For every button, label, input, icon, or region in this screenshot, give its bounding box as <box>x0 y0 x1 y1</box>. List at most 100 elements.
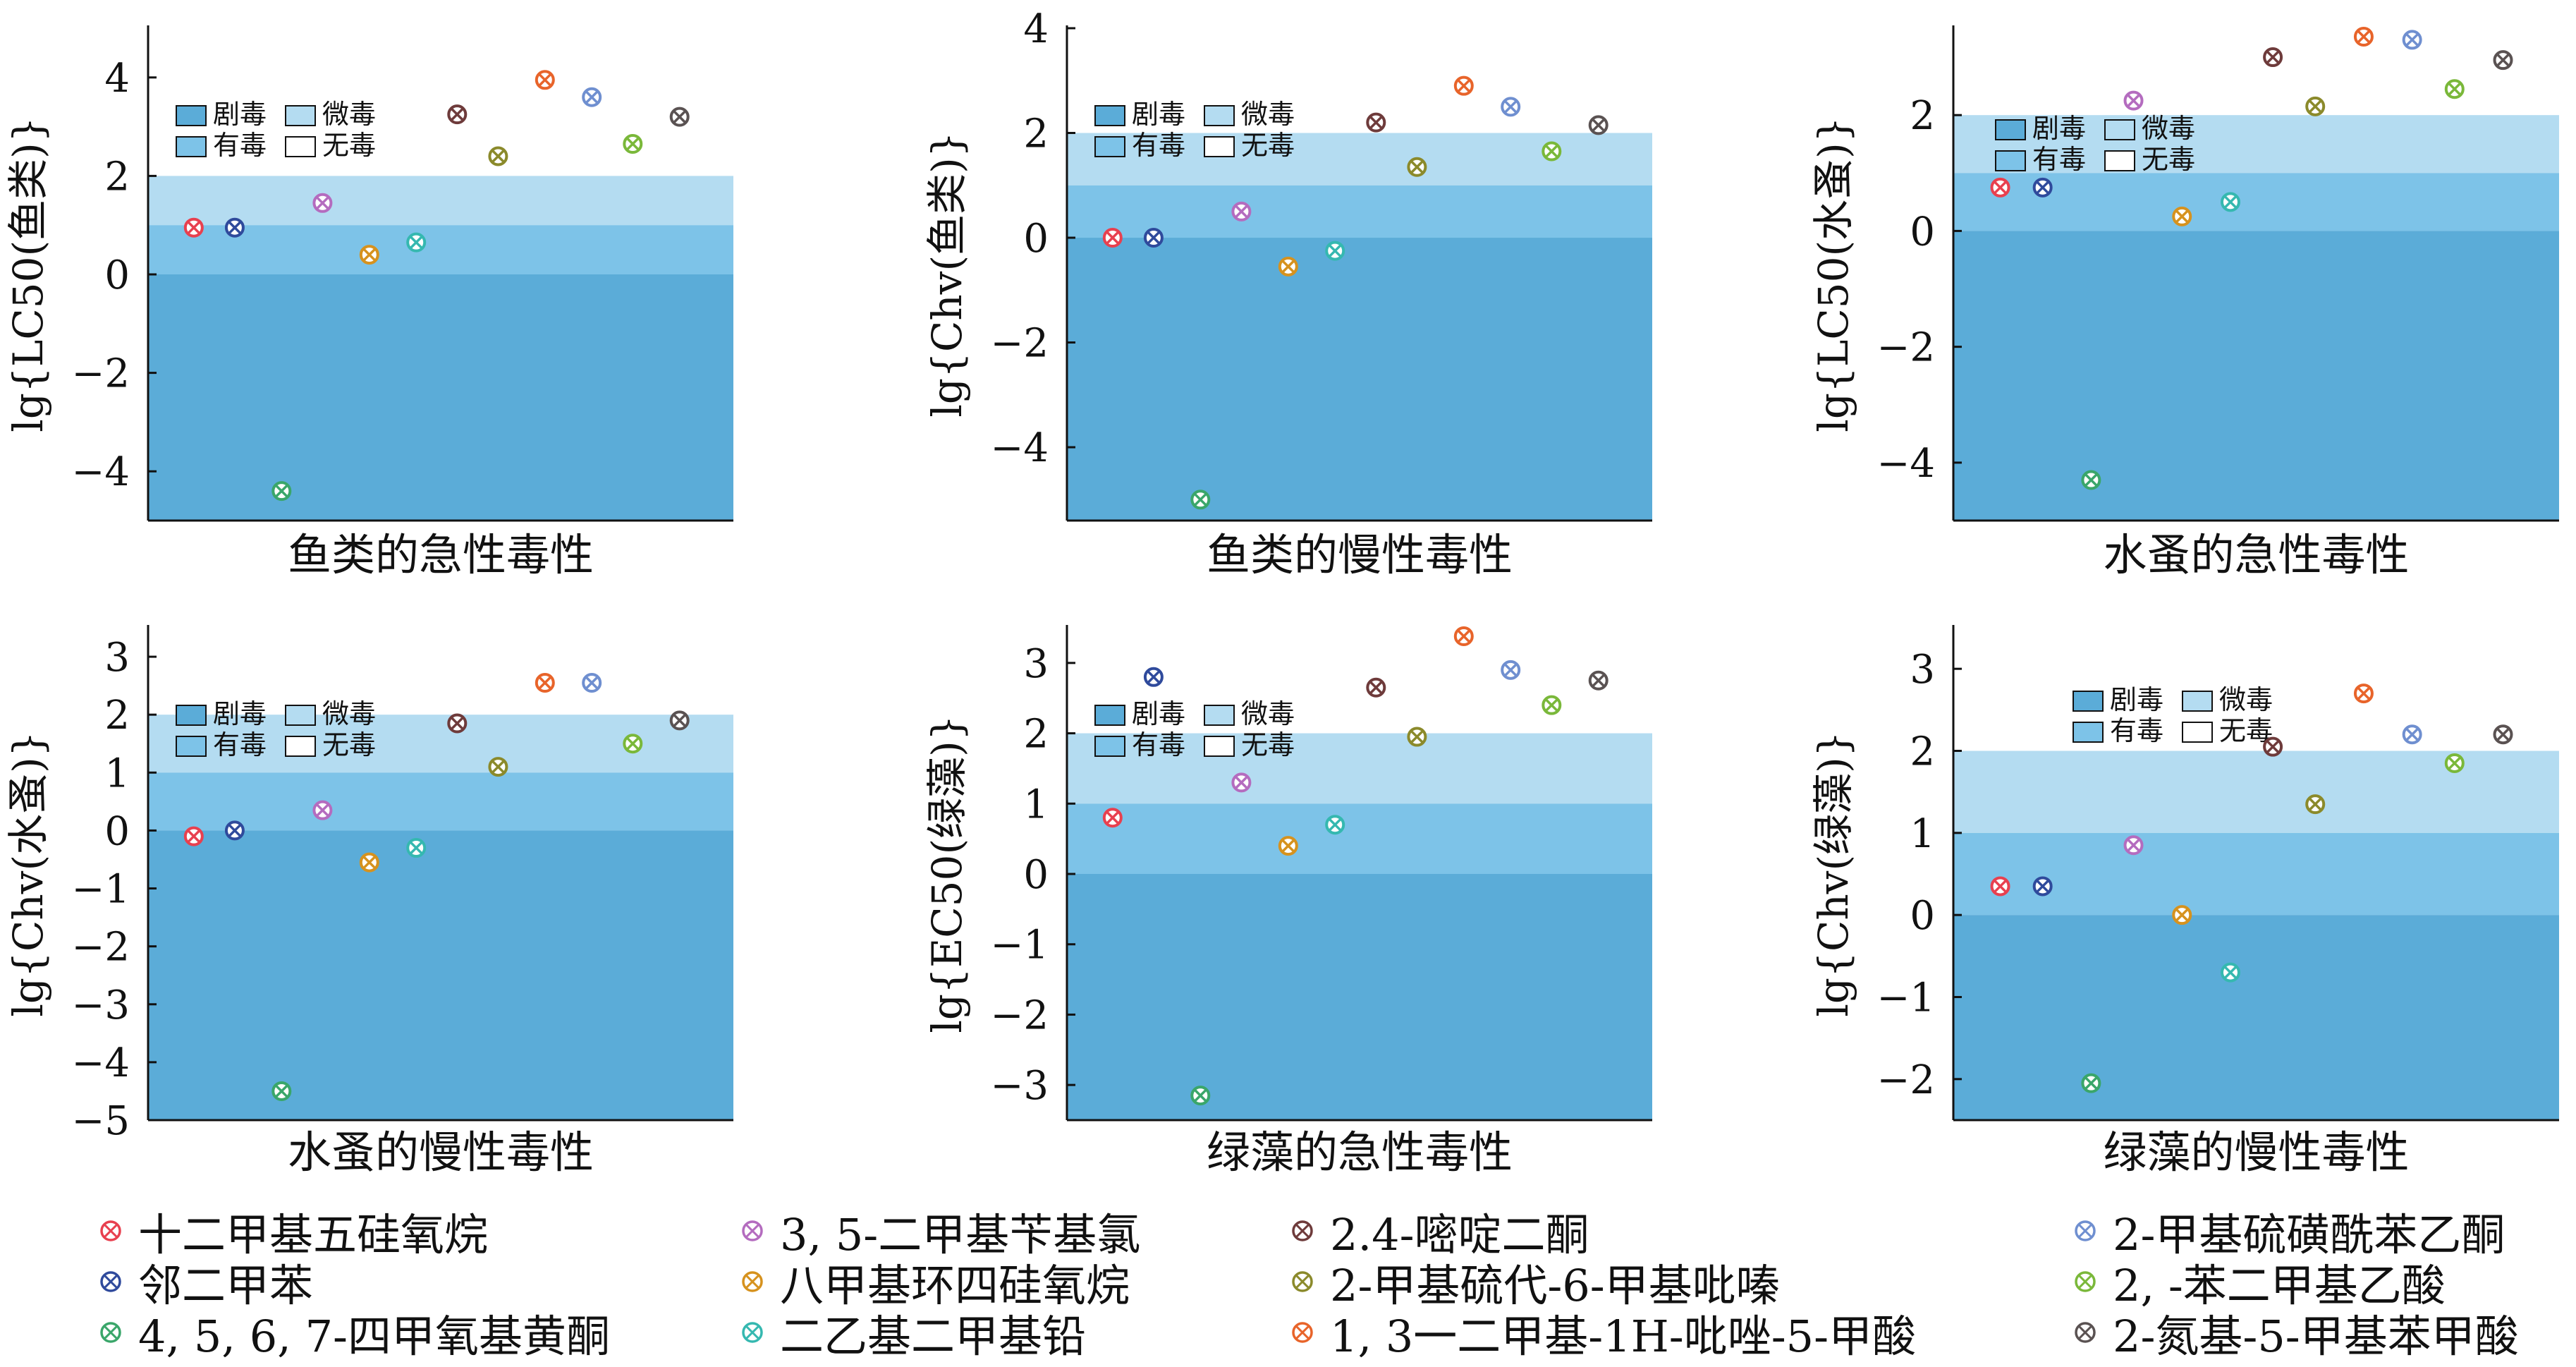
legend-label: 2.4-嘧啶二酮 <box>1330 1209 1589 1260</box>
band-highly-toxic <box>1953 231 2559 521</box>
data-point <box>1366 112 1386 133</box>
y-tick-label: −5 <box>71 1098 130 1144</box>
toxicity-label: 有毒 <box>213 130 267 161</box>
legend-marker-icon <box>100 1220 121 1241</box>
toxicity-label: 微毒 <box>2142 113 2195 144</box>
legend-marker-icon <box>742 1322 763 1343</box>
data-point <box>1501 97 1521 117</box>
toxicity-label: 微毒 <box>2219 684 2273 715</box>
chart-title: 鱼类的急性毒性 <box>288 529 594 581</box>
toxicity-swatch <box>1094 136 1125 157</box>
data-point <box>1102 808 1123 828</box>
legend-item: 2-氮基-5-甲基苯甲酸 <box>2073 1301 2519 1364</box>
data-point <box>1278 256 1298 277</box>
toxicity-swatch <box>1204 136 1235 157</box>
data-point <box>359 852 379 873</box>
data-point <box>1407 727 1427 747</box>
toxicity-label: 剧毒 <box>213 99 267 130</box>
toxicity-label: 剧毒 <box>2032 113 2086 144</box>
data-point <box>183 826 204 846</box>
toxicity-swatch <box>1995 119 2026 140</box>
toxicity-swatch <box>1094 736 1125 757</box>
band-slight-toxic <box>1953 115 2559 174</box>
y-tick-label: −2 <box>71 351 130 397</box>
y-tick-label: 1 <box>1910 811 1935 857</box>
y-axis-label: lg{LC50(鱼类)} <box>4 116 52 432</box>
y-tick-label: 2 <box>1910 729 1935 775</box>
y-tick-label: 2 <box>1023 712 1049 758</box>
y-tick-label: 0 <box>104 253 130 298</box>
legend-label: 邻二甲苯 <box>138 1260 314 1311</box>
y-tick-label: −2 <box>71 925 130 971</box>
toxicity-swatch <box>2104 119 2135 140</box>
band-highly-toxic <box>1067 874 1652 1120</box>
y-axis-label: lg{EC50(绿藻)} <box>923 715 971 1033</box>
toxicity-label: 微毒 <box>1241 99 1295 130</box>
data-point <box>359 245 379 265</box>
legend-label: 2-甲基硫代-6-甲基吡嗪 <box>1330 1260 1780 1311</box>
legend-marker-icon <box>1292 1322 1313 1343</box>
band-highly-toxic <box>148 274 733 521</box>
data-point <box>2402 30 2422 50</box>
y-tick-label: 1 <box>104 751 130 796</box>
toxicity-label: 剧毒 <box>2110 684 2163 715</box>
y-axis-label: lg{Chv(鱼类)} <box>923 131 971 417</box>
toxicity-label: 有毒 <box>2032 144 2086 175</box>
y-tick-label: 3 <box>1910 647 1935 693</box>
data-point <box>2305 96 2326 116</box>
data-point <box>271 1081 292 1101</box>
y-tick-label: −3 <box>990 1063 1049 1109</box>
data-point <box>623 734 643 754</box>
data-point <box>2493 50 2513 71</box>
data-point <box>1407 157 1427 177</box>
band-toxic <box>148 225 733 274</box>
legend-item: 3, 5-二甲基苄基氯 <box>740 1199 1140 1263</box>
y-tick-label: 4 <box>1023 6 1049 52</box>
legend-marker-icon <box>100 1322 121 1343</box>
toxicity-swatch <box>1204 736 1235 757</box>
toxicity-swatch <box>176 136 207 157</box>
y-tick-label: −4 <box>71 449 130 495</box>
legend-marker-icon <box>742 1220 763 1241</box>
data-point <box>1453 75 1474 96</box>
data-point <box>582 673 602 693</box>
band-toxic <box>1067 185 1652 238</box>
data-point <box>2032 876 2053 897</box>
y-tick-label: 2 <box>104 693 130 739</box>
legend-label: 2, -苯二甲基乙酸 <box>2113 1260 2446 1311</box>
toxicity-label: 无毒 <box>1241 130 1295 161</box>
y-axis-label: lg{LC50(水蚤)} <box>1809 116 1857 432</box>
data-point <box>1990 876 2010 897</box>
y-tick-label: 2 <box>104 154 130 200</box>
data-point <box>1190 1086 1211 1106</box>
data-point <box>2172 206 2192 226</box>
legend-label: 3, 5-二甲基苄基氯 <box>780 1209 1141 1260</box>
y-tick-label: 0 <box>1023 852 1049 898</box>
data-point <box>2263 736 2283 757</box>
toxicity-swatch <box>1204 105 1235 126</box>
legend-item: 2, -苯二甲基乙酸 <box>2073 1250 2446 1313</box>
data-point <box>582 87 602 107</box>
toxicity-swatch <box>1094 105 1125 126</box>
legend-marker-icon <box>742 1271 763 1292</box>
toxicity-label: 有毒 <box>213 729 267 760</box>
legend-item: 2-甲基硫磺酰苯乙酮 <box>2073 1199 2505 1263</box>
data-point <box>312 193 333 213</box>
toxicity-label: 无毒 <box>322 130 376 161</box>
toxicity-swatch <box>2182 722 2213 743</box>
data-point <box>1190 490 1211 510</box>
toxicity-swatch <box>285 105 316 126</box>
data-point <box>535 70 555 90</box>
data-point <box>447 104 468 125</box>
data-point <box>2353 684 2374 704</box>
toxicity-label: 无毒 <box>322 729 376 760</box>
data-point <box>1278 836 1298 856</box>
data-point <box>224 217 245 238</box>
